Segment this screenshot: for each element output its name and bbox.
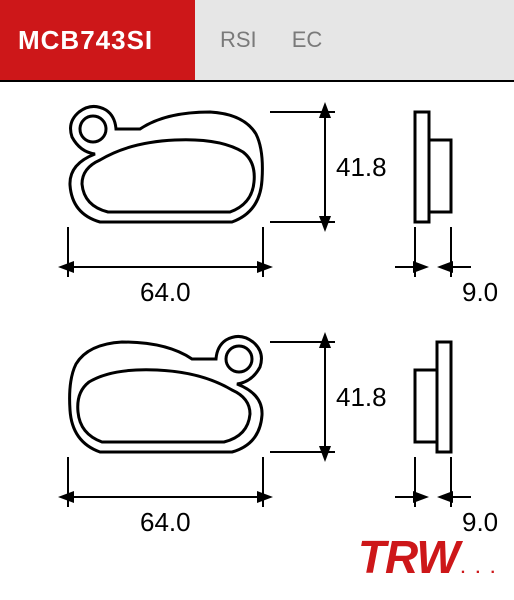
pad-top-front: [68, 106, 335, 277]
part-number: MCB743SI: [18, 25, 153, 56]
diagram-container: MCB743SI RSI EC: [0, 0, 514, 600]
pad-bottom-side: [395, 342, 471, 507]
diagram-body: 41.8 64.0 9.0 41.8 64.0 9.0 TRW . . .: [0, 82, 514, 600]
pad-bottom-front: [70, 336, 262, 452]
dim-thickness-top: 9.0: [462, 277, 498, 308]
dim-height-bottom: 41.8: [336, 382, 387, 413]
dim-height-top: 41.8: [336, 152, 387, 183]
part-number-block: MCB743SI: [0, 0, 195, 80]
dim-width-bottom: 64.0: [140, 507, 191, 538]
logo-dots-icon: . . .: [461, 560, 498, 578]
variants-block: RSI EC: [195, 0, 514, 80]
dim-width-top: 64.0: [140, 277, 191, 308]
brand-logo: TRW . . .: [358, 530, 498, 584]
pad-bottom-front-dims: [68, 342, 335, 507]
header-bar: MCB743SI RSI EC: [0, 0, 514, 82]
technical-drawing: [0, 82, 514, 600]
variant-1: RSI: [220, 27, 257, 53]
pad-top-side: [395, 112, 471, 277]
variant-2: EC: [292, 27, 323, 53]
logo-text: TRW: [358, 530, 459, 584]
